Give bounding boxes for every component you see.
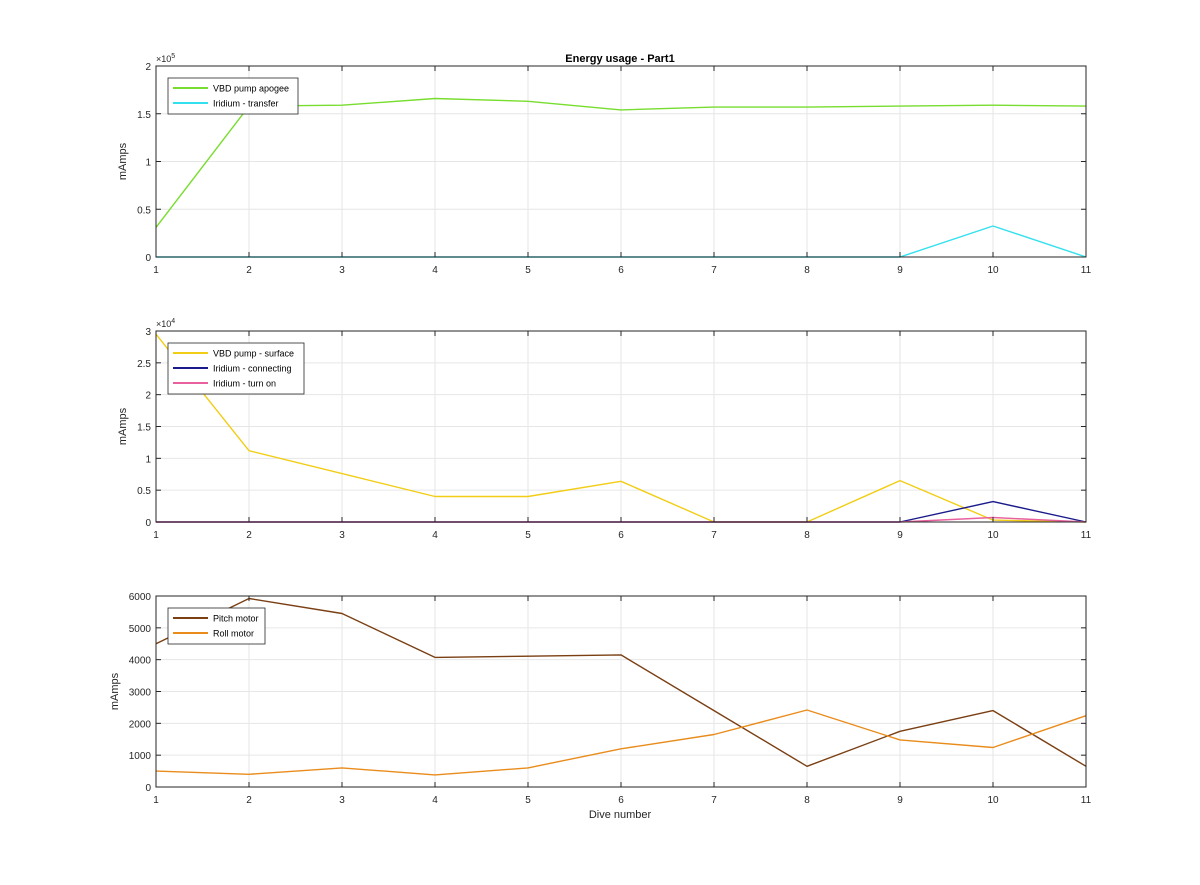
x-tick-label: 5 — [525, 530, 531, 541]
x-tick-label: 6 — [618, 265, 624, 276]
x-tick-label: 1 — [153, 265, 159, 276]
series-line-1 — [155, 97, 1087, 228]
series-line-2 — [155, 709, 1087, 776]
x-tick-label: 6 — [618, 795, 624, 806]
x-tick-label: 10 — [987, 530, 999, 541]
y-tick-label: 1000 — [129, 751, 152, 762]
y-tick-label: 2.5 — [137, 359, 151, 370]
y-tick-label: 1.5 — [137, 110, 151, 121]
y-axis-label: mAmps — [117, 407, 129, 445]
y-exponent-power: 5 — [171, 53, 175, 60]
x-tick-label: 9 — [897, 795, 903, 806]
y-exponent-label: ×105 — [156, 53, 175, 64]
y-exponent-power: 4 — [171, 318, 175, 325]
subplot-3: 1 2 3 4 5 6 7 8 9 10 11 0 1000 2000 3000 4000 5000 6000 mA… — [109, 592, 1092, 806]
y-axis-label: mAmps — [109, 672, 121, 710]
series-line-1 — [155, 597, 1087, 767]
x-tick-label: 7 — [711, 265, 717, 276]
y-tick-label: 1 — [145, 454, 151, 465]
legend-label-2: Iridium - transfer — [213, 99, 279, 109]
x-tick-label: 5 — [525, 265, 531, 276]
x-tick-label: 3 — [339, 265, 345, 276]
x-tick-label: 5 — [525, 795, 531, 806]
y-tick-label: 0 — [145, 783, 151, 794]
x-tick-label: 9 — [897, 265, 903, 276]
y-tick-label: 2 — [145, 391, 151, 402]
y-tick-label: 1 — [145, 158, 151, 169]
y-tick-label: 0.5 — [137, 486, 151, 497]
x-tick-label: 2 — [246, 795, 252, 806]
y-tick-label: 0 — [145, 253, 151, 264]
x-tick-label: 10 — [987, 265, 999, 276]
y-tick-label: 2000 — [129, 719, 152, 730]
y-tick-label: 6000 — [129, 592, 152, 603]
y-tick-label: 4000 — [129, 656, 152, 667]
x-tick-label: 1 — [153, 530, 159, 541]
y-exponent-label: ×104 — [156, 318, 175, 329]
x-tick-label: 9 — [897, 530, 903, 541]
y-tick-label: 2 — [145, 62, 151, 73]
subplot-1: 1 2 3 4 5 6 7 8 9 10 11 0 0.5 1 1.5 2 ×105 mAmps VBD pump … — [117, 53, 1092, 276]
y-tick-label: 0 — [145, 518, 151, 529]
x-tick-label: 4 — [432, 795, 438, 806]
legend-label-1: Pitch motor — [213, 614, 259, 624]
y-tick-label: 5000 — [129, 624, 152, 635]
y-tick-label: 1.5 — [137, 423, 151, 434]
x-tick-label: 8 — [804, 265, 810, 276]
y-tick-label: 3 — [145, 327, 151, 338]
legend-box — [167, 77, 299, 115]
x-tick-label: 2 — [246, 530, 252, 541]
figure-title: Energy usage - Part1 — [565, 53, 674, 65]
x-tick-label: 3 — [339, 795, 345, 806]
legend-label-2: Iridium - connecting — [213, 364, 292, 374]
x-axis-label: Dive number — [589, 809, 652, 821]
legend-box — [167, 607, 266, 645]
x-tick-label: 11 — [1081, 265, 1092, 276]
y-axis-label: mAmps — [117, 142, 129, 180]
legend-label-1: VBD pump apogee — [213, 84, 289, 94]
x-tick-label: 3 — [339, 530, 345, 541]
x-tick-label: 1 — [153, 795, 159, 806]
x-tick-label: 4 — [432, 265, 438, 276]
x-tick-label: 11 — [1081, 795, 1092, 806]
series-line-1 — [155, 333, 1087, 523]
x-tick-label: 8 — [804, 795, 810, 806]
x-tick-label: 8 — [804, 530, 810, 541]
x-tick-label: 11 — [1081, 530, 1092, 541]
x-tick-label: 2 — [246, 265, 252, 276]
subplot-2: 1 2 3 4 5 6 7 8 9 10 11 0 0.5 1 1.5 2 2.5 3 ×104 mAmps VBD p… — [117, 318, 1092, 541]
x-tick-label: 4 — [432, 530, 438, 541]
x-tick-label: 7 — [711, 530, 717, 541]
y-tick-label: 3000 — [129, 688, 152, 699]
x-tick-label: 6 — [618, 530, 624, 541]
y-tick-label: 0.5 — [137, 205, 151, 216]
legend-label-3: Iridium - turn on — [213, 379, 276, 389]
legend-label-1: VBD pump - surface — [213, 349, 294, 359]
x-tick-label: 10 — [987, 795, 999, 806]
legend-label-2: Roll motor — [213, 629, 254, 639]
x-tick-label: 7 — [711, 795, 717, 806]
